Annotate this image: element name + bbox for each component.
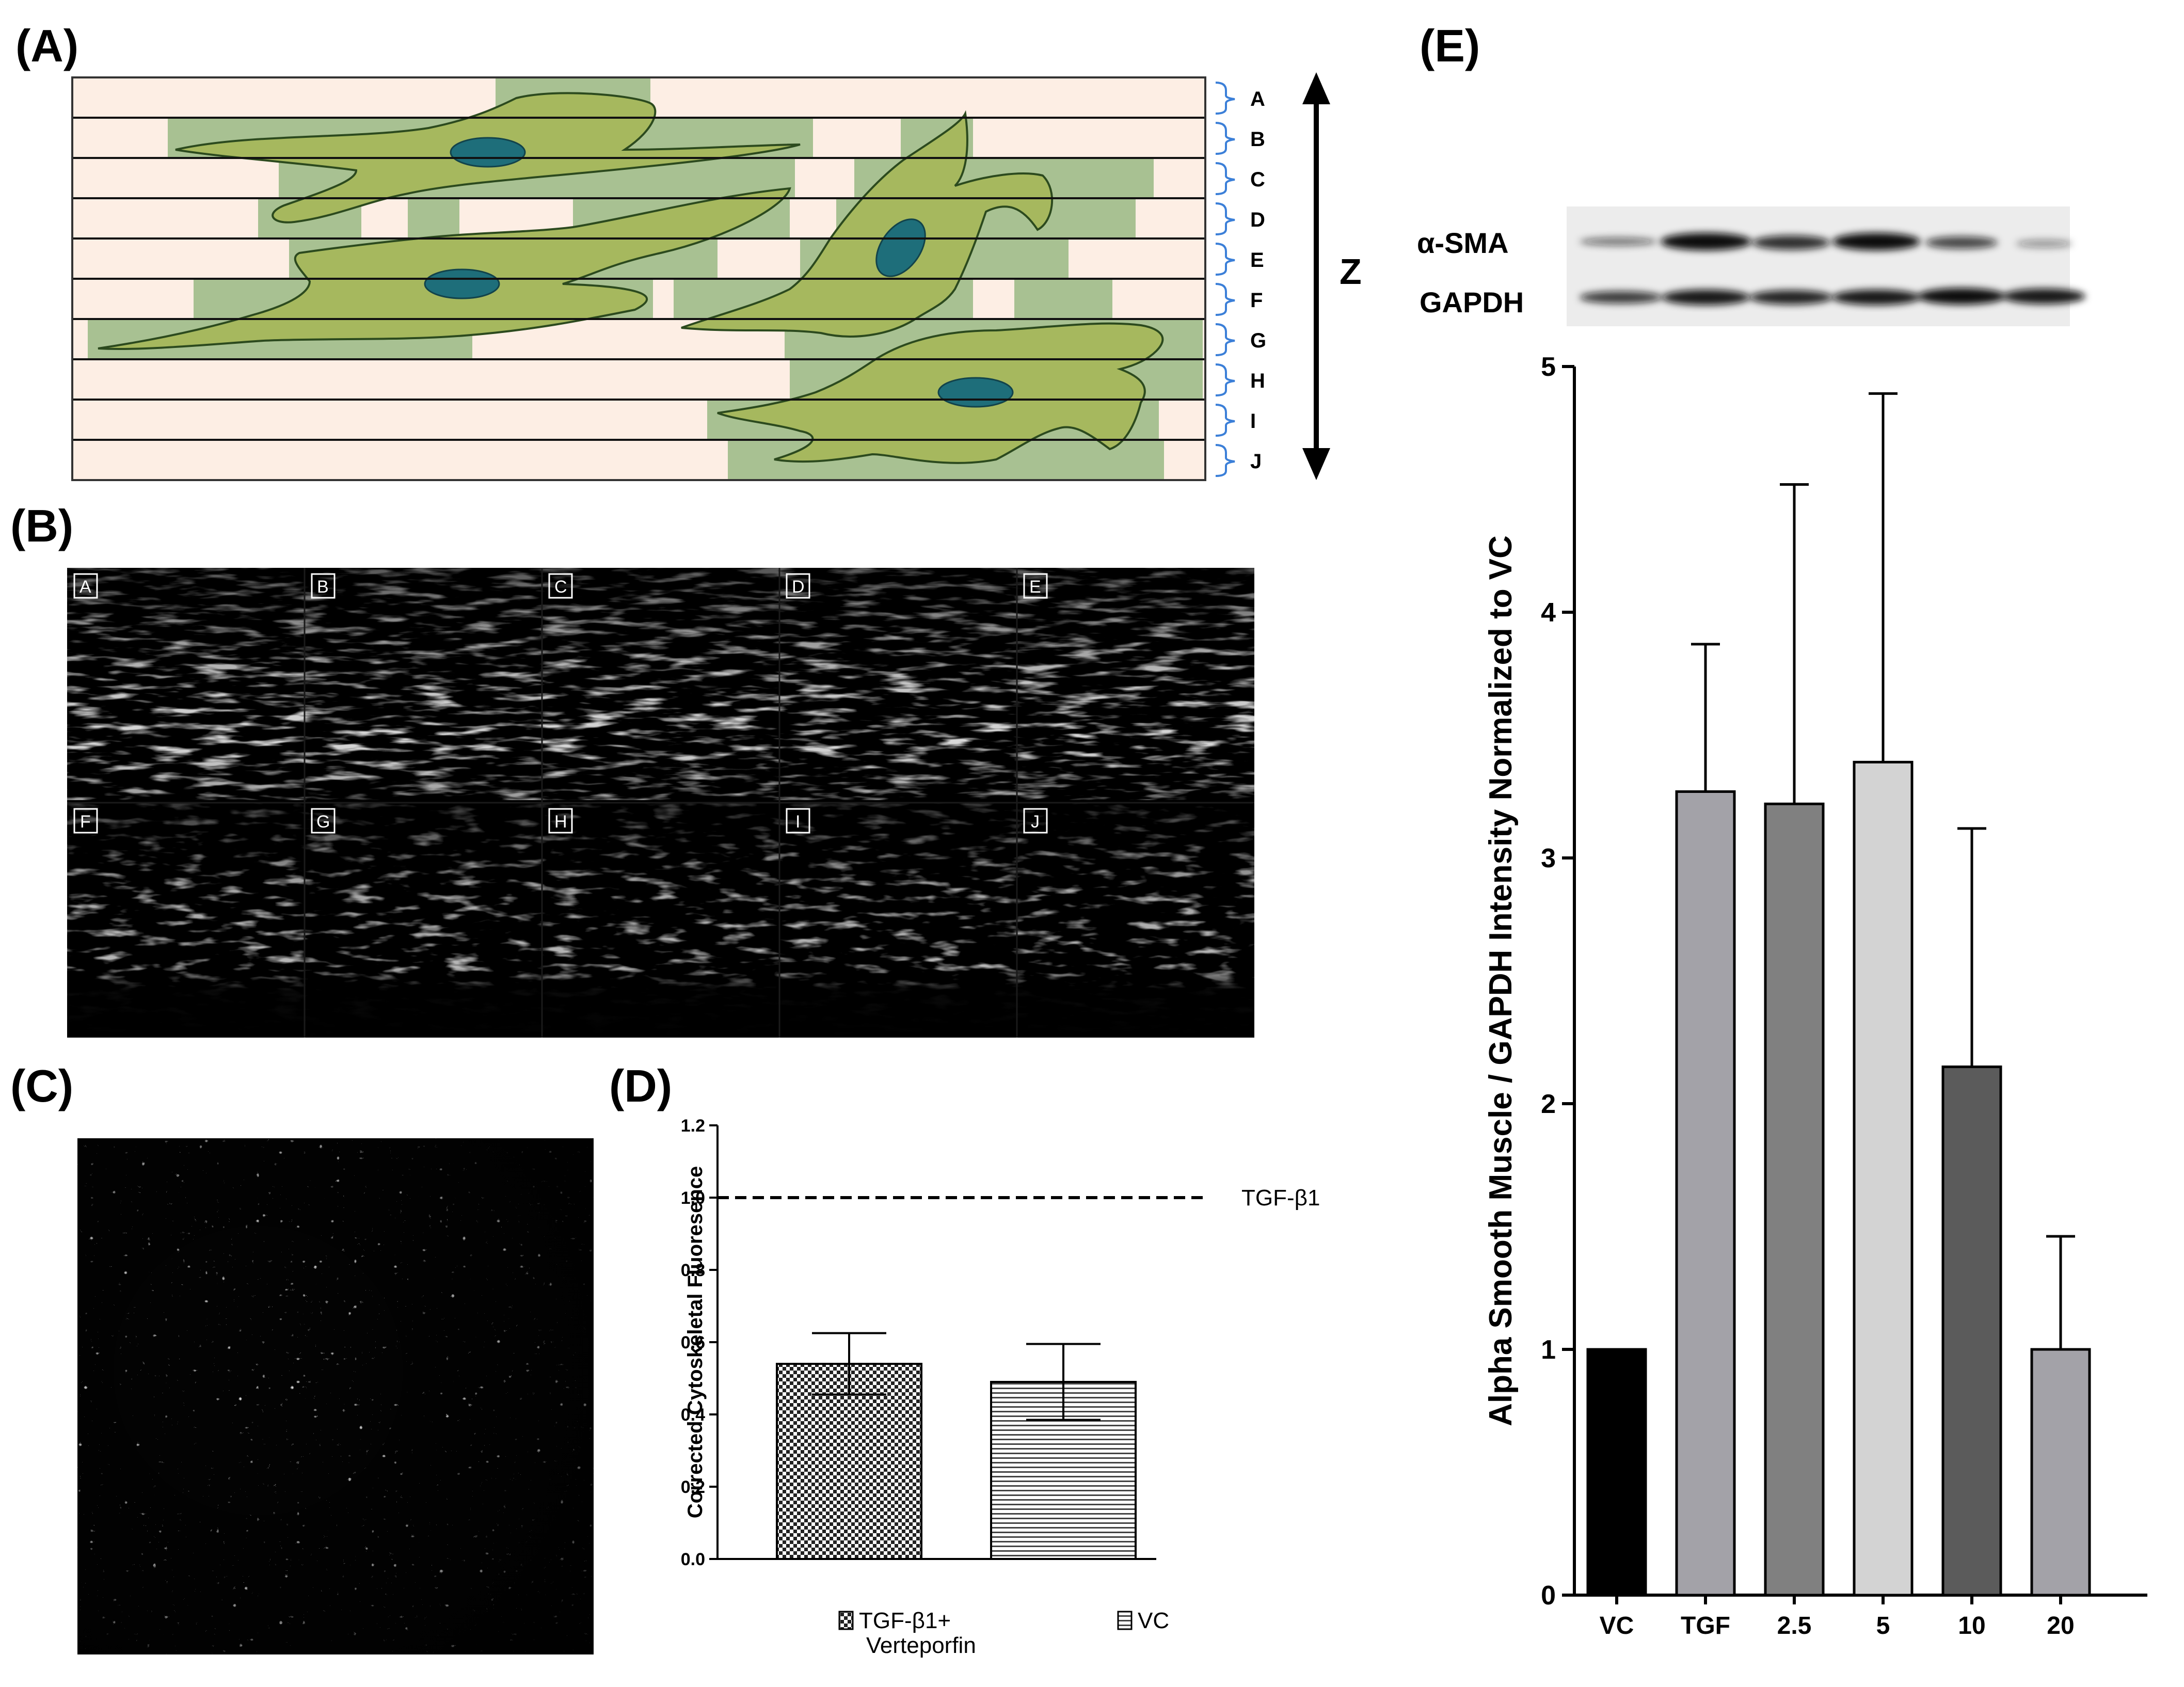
legend-swatch-lines [1117, 1611, 1133, 1630]
x-tick-label: 10 [1958, 1612, 1985, 1640]
panel-e-blot: α-SMA GAPDH [1417, 206, 2085, 326]
slice-letter-i: I [1250, 410, 1256, 433]
z-axis-label: Z [1340, 251, 1362, 292]
panel-c-micrograph [77, 1138, 594, 1654]
tile-label-i: I [795, 812, 800, 832]
bar [2030, 1348, 2091, 1597]
panel-label-c: (C) [10, 1060, 74, 1111]
tile-d: D [786, 573, 810, 599]
y-tick-label: 2 [1541, 1089, 1556, 1119]
x-tick-label: 20 [2047, 1612, 2074, 1640]
slice-lines [72, 117, 1205, 441]
slice-letter-e: E [1250, 249, 1264, 272]
slice-brackets [1215, 82, 1235, 477]
nucleus-3 [875, 218, 926, 277]
y-tick-label: 4 [1541, 598, 1556, 628]
y-tick-label: 0.0 [681, 1550, 705, 1569]
tile-b: B [311, 573, 336, 599]
panel-label-d: (D) [609, 1060, 673, 1111]
tile-j: J [1023, 808, 1048, 834]
bar [776, 1363, 922, 1560]
panel-label-a: (A) [15, 20, 79, 71]
y-tick-label: 0 [1541, 1581, 1556, 1611]
panel-b-micrographs: A B C D E F G H I J [67, 568, 1254, 1038]
tile-g: G [311, 808, 336, 834]
y-tick-label: 0.6 [681, 1333, 705, 1352]
category-label-line1: TGF-β1+ [859, 1608, 951, 1633]
panel-label-b: (B) [10, 500, 74, 551]
tile-f: F [73, 808, 98, 834]
slice-letter-h: H [1250, 370, 1265, 392]
tile-label-f: F [80, 812, 91, 832]
y-tick-label: 3 [1541, 844, 1556, 873]
y-tick-label: 1.0 [681, 1188, 705, 1208]
y-tick-label: 0.2 [681, 1477, 705, 1497]
tile-c: C [548, 573, 573, 599]
blot-label-asma: α-SMA [1417, 227, 1509, 259]
bar [1941, 1065, 2002, 1597]
tile-label-h: H [554, 812, 567, 832]
chart-e: 0 1 2 3 4 5 VC TGF 2.5 5 10 20 Alpha Smooth Muscle … [1483, 352, 2147, 1640]
slice-letter-j: J [1250, 450, 1262, 473]
cell-2 [98, 187, 791, 350]
chart-d-bars [776, 1332, 1137, 1560]
y-tick-label: 0.8 [681, 1261, 705, 1280]
panel-a-schematic: A B C D E F G H I J Z [71, 72, 1362, 481]
tile-a: A [73, 573, 98, 599]
panel-label-e: (E) [1420, 20, 1480, 71]
tile-label-g: G [316, 812, 330, 832]
category-label-line2: Verteporfin [866, 1633, 976, 1658]
x-tick-label: 2.5 [1777, 1612, 1812, 1640]
y-tick-label: 0.4 [681, 1405, 705, 1425]
chart-d-y-axis-label: Corrected Cytoskeletal Fluoresence [684, 1166, 707, 1518]
nucleus-1 [450, 137, 526, 168]
slice-letter-c: C [1250, 168, 1265, 191]
slice-letter-g: G [1250, 329, 1266, 352]
blot-label-gapdh: GAPDH [1420, 286, 1524, 319]
bar [1853, 760, 1914, 1597]
tile-label-b: B [317, 577, 329, 597]
tile-label-e: E [1029, 577, 1041, 597]
blot-membrane [1567, 206, 2070, 326]
tile-i: I [786, 808, 810, 834]
tile-label-c: C [554, 577, 567, 597]
y-tick-label: 1 [1541, 1335, 1556, 1365]
bar [1764, 802, 1825, 1597]
slice-letter-b: B [1250, 128, 1265, 151]
reference-line-label: TGF-β1 [1241, 1185, 1320, 1211]
x-tick-label: VC [1600, 1612, 1634, 1640]
bar [1675, 790, 1736, 1597]
legend-swatch-checker [838, 1611, 854, 1630]
y-tick-label: 5 [1541, 352, 1556, 382]
tile-e: E [1023, 573, 1048, 599]
tile-label-d: D [792, 577, 805, 597]
bar [1586, 1348, 1647, 1597]
chart-d-category-2: VC [1117, 1608, 1169, 1633]
category-label-vc: VC [1138, 1608, 1169, 1633]
tile-h: H [548, 808, 573, 834]
tile-label-j: J [1031, 812, 1040, 832]
slice-letter-a: A [1250, 88, 1265, 110]
chart-e-y-axis-label: Alpha Smooth Muscle / GAPDH Intensity No… [1483, 535, 1519, 1426]
chart-e-bars [1586, 392, 2091, 1597]
x-tick-label: 5 [1876, 1612, 1890, 1640]
tile-label-a: A [79, 577, 91, 597]
x-tick-label: TGF [1681, 1612, 1730, 1640]
chart-d-category-1: TGF-β1+ Verteporfin [838, 1608, 976, 1658]
z-axis-arrow [1302, 72, 1330, 480]
slice-letter-f: F [1250, 289, 1263, 312]
y-tick-label: 1.2 [681, 1116, 705, 1136]
slice-letter-d: D [1250, 209, 1265, 231]
nucleus-4 [937, 377, 1014, 408]
chart-d: 0.0 0.2 0.4 0.6 0.8 1.0 1.2 TGF-β1 Corrected C… [681, 1116, 1320, 1658]
nucleus-2 [424, 268, 500, 299]
